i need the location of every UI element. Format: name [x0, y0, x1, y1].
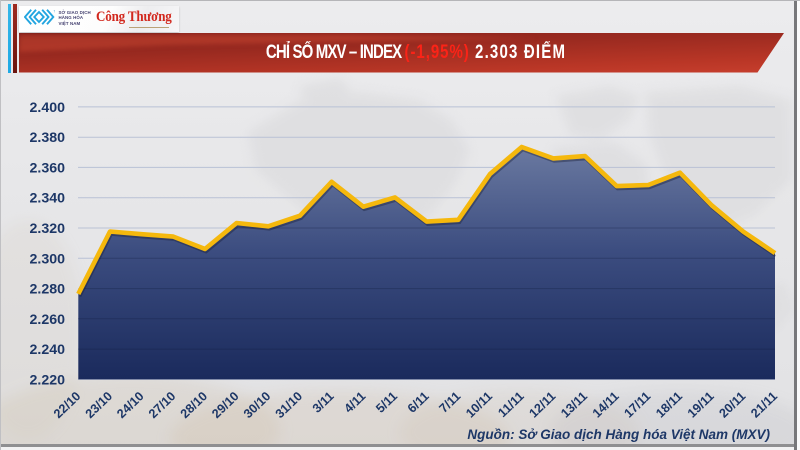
- svg-text:2.380: 2.380: [29, 130, 65, 146]
- svg-text:2.320: 2.320: [29, 221, 65, 237]
- svg-text:2.260: 2.260: [29, 312, 65, 328]
- svg-text:2.360: 2.360: [29, 160, 65, 176]
- svg-text:30/10: 30/10: [241, 389, 273, 421]
- svg-text:7/11: 7/11: [437, 389, 464, 416]
- svg-text:10/11: 10/11: [463, 389, 495, 420]
- svg-text:TM: TM: [54, 9, 56, 13]
- svg-text:2.340: 2.340: [29, 191, 65, 207]
- svg-text:28/10: 28/10: [178, 389, 210, 421]
- svg-text:2.240: 2.240: [29, 342, 65, 358]
- svg-text:21/11: 21/11: [748, 389, 780, 420]
- svg-text:2.280: 2.280: [29, 282, 65, 298]
- svg-text:6/11: 6/11: [405, 389, 432, 416]
- svg-text:31/10: 31/10: [273, 389, 305, 421]
- svg-text:4/11: 4/11: [342, 389, 369, 416]
- svg-text:2.300: 2.300: [29, 251, 65, 267]
- svg-text:27/10: 27/10: [146, 389, 178, 421]
- svg-text:5/11: 5/11: [373, 389, 400, 416]
- svg-text:20/11: 20/11: [716, 389, 748, 420]
- svg-text:2.220: 2.220: [29, 372, 65, 388]
- svg-text:18/11: 18/11: [653, 389, 685, 420]
- svg-text:2.400: 2.400: [29, 100, 65, 116]
- svg-text:17/11: 17/11: [621, 389, 653, 420]
- svg-text:29/10: 29/10: [209, 389, 241, 421]
- svg-text:22/10: 22/10: [51, 389, 83, 421]
- svg-text:12/11: 12/11: [526, 389, 558, 420]
- svg-text:13/11: 13/11: [558, 389, 590, 420]
- svg-text:14/11: 14/11: [590, 389, 622, 420]
- svg-text:24/10: 24/10: [114, 389, 146, 421]
- svg-text:3/11: 3/11: [310, 389, 337, 416]
- svg-text:23/10: 23/10: [83, 389, 115, 421]
- svg-text:11/11: 11/11: [495, 389, 526, 420]
- svg-text:19/11: 19/11: [685, 389, 717, 420]
